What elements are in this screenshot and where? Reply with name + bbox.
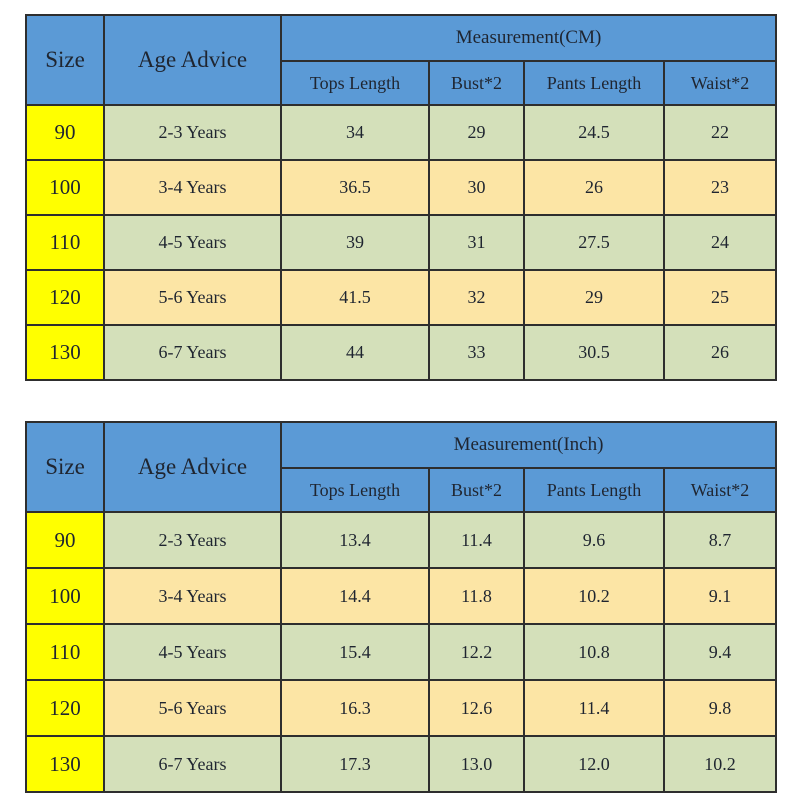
table-row: 100 3-4 Years 36.5 30 26 23 (25, 159, 778, 216)
size-cell: 130 (25, 735, 105, 793)
value-cell: 24 (662, 214, 778, 271)
value-cell: 13.4 (280, 511, 430, 569)
value-cell: 44 (280, 324, 430, 381)
pants-length-header: Pants Length (523, 60, 665, 106)
size-cell: 100 (25, 159, 105, 216)
age-advice-header-cell: Age Advice (103, 14, 282, 106)
value-cell: 30 (428, 159, 525, 216)
table-row: 110 4-5 Years 39 31 27.5 24 (25, 214, 778, 271)
table-row: 100 3-4 Years 14.4 11.8 10.2 9.1 (25, 567, 778, 625)
value-cell: 27.5 (523, 214, 665, 271)
table-row: 130 6-7 Years 44 33 30.5 26 (25, 324, 778, 381)
value-cell: 9.6 (523, 511, 665, 569)
age-advice-header-cell: Age Advice (103, 421, 282, 513)
size-cell: 110 (25, 623, 105, 681)
value-cell: 9.1 (662, 567, 778, 625)
value-cell: 26 (662, 324, 778, 381)
header-row-group: Size Age Advice Measurement(Inch) (25, 421, 778, 513)
value-cell: 39 (280, 214, 430, 271)
table-row: 120 5-6 Years 41.5 32 29 25 (25, 269, 778, 326)
size-header-cell: Size (25, 14, 105, 106)
size-cell: 120 (25, 679, 105, 737)
size-header-cell: Size (25, 421, 105, 513)
size-cell: 90 (25, 511, 105, 569)
value-cell: 30.5 (523, 324, 665, 381)
value-cell: 9.8 (662, 679, 778, 737)
value-cell: 33 (428, 324, 525, 381)
size-table-inch: Size Age Advice Measurement(Inch) Tops L… (25, 421, 778, 793)
table-row: 130 6-7 Years 17.3 13.0 12.0 10.2 (25, 735, 778, 793)
age-cell: 2-3 Years (103, 104, 282, 161)
value-cell: 12.2 (428, 623, 525, 681)
table-row: 110 4-5 Years 15.4 12.2 10.8 9.4 (25, 623, 778, 681)
value-cell: 24.5 (523, 104, 665, 161)
table-row: 120 5-6 Years 16.3 12.6 11.4 9.8 (25, 679, 778, 737)
value-cell: 34 (280, 104, 430, 161)
age-cell: 3-4 Years (103, 567, 282, 625)
bust-header: Bust*2 (428, 60, 525, 106)
value-cell: 25 (662, 269, 778, 326)
value-cell: 10.2 (662, 735, 778, 793)
age-cell: 2-3 Years (103, 511, 282, 569)
size-cell: 90 (25, 104, 105, 161)
value-cell: 15.4 (280, 623, 430, 681)
size-cell: 120 (25, 269, 105, 326)
bust-header: Bust*2 (428, 467, 525, 513)
value-cell: 13.0 (428, 735, 525, 793)
waist-header: Waist*2 (662, 467, 778, 513)
value-cell: 11.4 (523, 679, 665, 737)
value-cell: 23 (662, 159, 778, 216)
pants-length-header: Pants Length (523, 467, 665, 513)
value-cell: 29 (428, 104, 525, 161)
header-row-sub: Tops Length Bust*2 Pants Length Waist*2 (26, 60, 778, 106)
value-cell: 14.4 (280, 567, 430, 625)
age-cell: 6-7 Years (103, 324, 282, 381)
size-cell: 130 (25, 324, 105, 381)
tops-length-header: Tops Length (280, 60, 430, 106)
value-cell: 41.5 (280, 269, 430, 326)
size-cell: 110 (25, 214, 105, 271)
tops-length-header: Tops Length (280, 467, 430, 513)
value-cell: 10.2 (523, 567, 665, 625)
table-row: 90 2-3 Years 34 29 24.5 22 (25, 104, 778, 161)
header-row-sub: Tops Length Bust*2 Pants Length Waist*2 (26, 467, 778, 513)
value-cell: 22 (662, 104, 778, 161)
value-cell: 11.8 (428, 567, 525, 625)
value-cell: 36.5 (280, 159, 430, 216)
age-cell: 4-5 Years (103, 623, 282, 681)
value-cell: 10.8 (523, 623, 665, 681)
waist-header: Waist*2 (662, 60, 778, 106)
value-cell: 12.6 (428, 679, 525, 737)
measurement-group-header: Measurement(Inch) (279, 421, 778, 469)
size-cell: 100 (25, 567, 105, 625)
table-row: 90 2-3 Years 13.4 11.4 9.6 8.7 (25, 511, 778, 569)
value-cell: 26 (523, 159, 665, 216)
age-cell: 5-6 Years (103, 679, 282, 737)
age-cell: 6-7 Years (103, 735, 282, 793)
age-cell: 5-6 Years (103, 269, 282, 326)
age-cell: 4-5 Years (103, 214, 282, 271)
age-cell: 3-4 Years (103, 159, 282, 216)
size-table-cm: Size Age Advice Measurement(CM) Tops Len… (25, 14, 778, 381)
value-cell: 29 (523, 269, 665, 326)
value-cell: 31 (428, 214, 525, 271)
value-cell: 16.3 (280, 679, 430, 737)
measurement-group-header: Measurement(CM) (279, 14, 778, 62)
value-cell: 12.0 (523, 735, 665, 793)
value-cell: 11.4 (428, 511, 525, 569)
value-cell: 17.3 (280, 735, 430, 793)
value-cell: 9.4 (662, 623, 778, 681)
header-row-group: Size Age Advice Measurement(CM) (25, 14, 778, 106)
value-cell: 8.7 (662, 511, 778, 569)
value-cell: 32 (428, 269, 525, 326)
